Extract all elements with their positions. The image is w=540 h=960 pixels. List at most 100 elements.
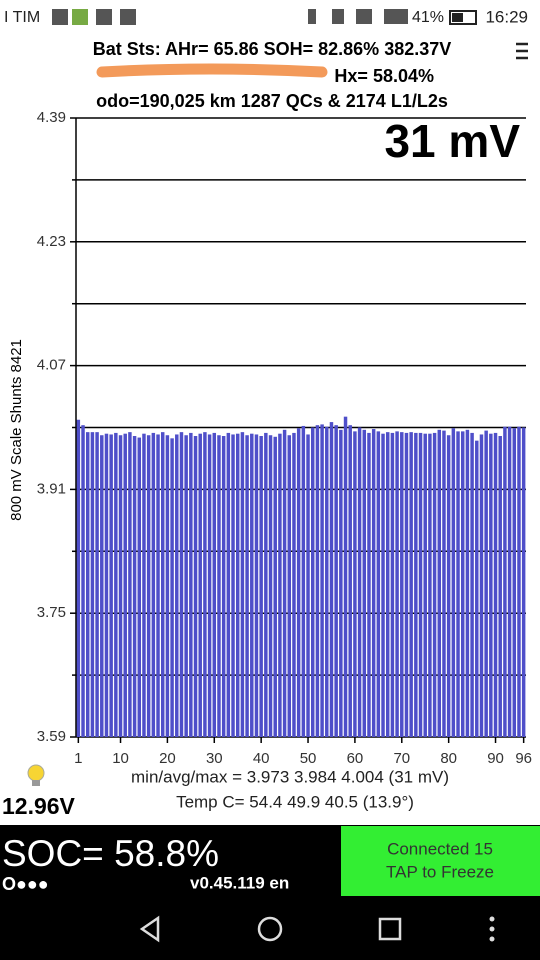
bar: [123, 433, 127, 737]
bar: [273, 436, 277, 737]
x-tick-label: 60: [347, 750, 364, 767]
bar: [348, 425, 352, 737]
bar: [400, 432, 404, 737]
bar: [381, 433, 385, 737]
bar: [432, 432, 437, 737]
more-button[interactable]: [489, 916, 495, 942]
bar: [414, 432, 418, 737]
bar: [320, 424, 324, 737]
header-line: odo=190,025 km 1287 QCs & 2174 L1/L2s: [96, 91, 448, 111]
battery-percent: 41%: [412, 9, 444, 26]
stats: min/avg/max = 3.973 3.984 4.004 (31 mV): [131, 767, 449, 786]
bar: [376, 431, 381, 737]
bar: [95, 432, 99, 737]
recents-button[interactable]: [378, 917, 402, 941]
bar: [170, 438, 174, 737]
bar: [325, 426, 329, 737]
bar: [278, 433, 282, 737]
bar: [306, 434, 310, 737]
header-line: Bat Sts: AHr= 65.86 SOH= 82.86% 382.37V: [93, 39, 452, 59]
annotation: 31 mV: [384, 115, 520, 167]
bulb-icon: [27, 764, 45, 782]
header-line: Hx= 58.04%: [334, 66, 434, 86]
x-tick-label: 96: [515, 750, 532, 767]
bar: [334, 425, 338, 737]
bar: [404, 432, 409, 737]
bar: [221, 436, 226, 737]
bar: [395, 431, 399, 737]
bar: [437, 429, 442, 737]
bar: [146, 435, 151, 737]
bar: [367, 432, 371, 737]
bar: [264, 432, 268, 737]
bar: [250, 433, 254, 737]
bar: [371, 429, 376, 737]
nav-bar: [139, 915, 402, 943]
bar: [90, 432, 95, 737]
version: v0.45.119 en: [190, 873, 289, 892]
bar: [498, 436, 502, 737]
bar: [165, 435, 170, 737]
menu-icon[interactable]: [516, 42, 528, 60]
bar: [292, 432, 296, 737]
bar: [418, 432, 423, 737]
bar: [128, 432, 132, 737]
bar: [175, 434, 179, 737]
soc: SOC= 58.8%: [2, 833, 219, 874]
y-tick-label: 4.39: [37, 109, 66, 126]
bar: [353, 431, 357, 737]
bar: [235, 433, 240, 737]
bar: [240, 432, 245, 737]
bar: [118, 435, 123, 737]
bar: [507, 426, 512, 737]
bar: [203, 432, 207, 737]
battery-icon: [449, 10, 477, 25]
bar: [217, 435, 221, 737]
bar: [207, 434, 212, 737]
status-dots: O●●●: [2, 874, 49, 894]
bar: [423, 433, 427, 737]
bar: [385, 432, 390, 737]
connect-button[interactable]: [341, 826, 540, 896]
bar: [296, 428, 301, 737]
connected: Connected 15: [387, 839, 493, 858]
chart: 3.59 3.75 3.91 4.07 4.23 4.39 1 10 20 30 40 50 60 70 8…: [37, 109, 532, 767]
bar: [390, 432, 395, 737]
aux-voltage: 12.96V: [2, 793, 76, 819]
bar: [512, 428, 517, 737]
bar: [357, 427, 362, 737]
x-tick-label: 1: [74, 750, 82, 767]
bar: [100, 435, 104, 737]
y-tick-label: 4.07: [37, 357, 66, 374]
x-tick-label: 10: [112, 750, 129, 767]
x-tick-label: 90: [487, 750, 504, 767]
bar: [156, 434, 160, 737]
bar: [521, 427, 526, 737]
y-axis-label: 800 mV Scale Shunts 8421: [8, 339, 25, 521]
bar: [451, 428, 456, 737]
bar: [132, 436, 137, 737]
bar: [76, 419, 81, 737]
bar: [315, 425, 320, 737]
x-tick-label: 40: [253, 750, 270, 767]
bar: [465, 429, 470, 737]
bar: [142, 433, 146, 737]
bar: [226, 432, 231, 737]
bar: [114, 432, 118, 737]
x-tick-label: 70: [393, 750, 410, 767]
y-tick-label: 4.23: [37, 233, 66, 250]
bar: [484, 430, 488, 737]
x-tick-label: 80: [440, 750, 457, 767]
clock: 16:29: [485, 7, 528, 26]
bar: [268, 435, 273, 737]
bar: [160, 432, 165, 737]
back-button[interactable]: [139, 915, 160, 943]
bar: [503, 426, 507, 737]
battery-level: [452, 13, 463, 22]
bar: [301, 425, 306, 737]
bar: [460, 431, 465, 737]
bar: [428, 433, 432, 737]
bar: [362, 429, 367, 737]
bar: [287, 435, 292, 737]
home-button[interactable]: [257, 916, 283, 942]
